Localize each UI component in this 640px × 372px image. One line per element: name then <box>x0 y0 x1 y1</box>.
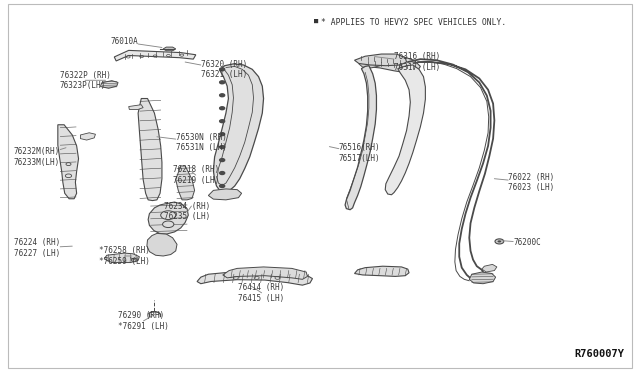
Circle shape <box>220 107 225 110</box>
Circle shape <box>220 133 225 136</box>
Polygon shape <box>163 47 176 51</box>
Polygon shape <box>104 253 140 263</box>
Circle shape <box>220 120 225 123</box>
Text: 76530N (RH)
76531N (LH): 76530N (RH) 76531N (LH) <box>157 132 227 152</box>
Polygon shape <box>138 99 162 201</box>
Circle shape <box>163 221 174 228</box>
Circle shape <box>220 185 225 187</box>
Polygon shape <box>355 266 409 276</box>
Polygon shape <box>147 233 177 256</box>
Polygon shape <box>100 81 118 88</box>
Circle shape <box>161 211 176 219</box>
Circle shape <box>220 158 225 161</box>
Circle shape <box>220 81 225 84</box>
Polygon shape <box>115 50 196 61</box>
Polygon shape <box>197 270 312 285</box>
Polygon shape <box>58 125 79 199</box>
Circle shape <box>220 171 225 174</box>
Polygon shape <box>132 258 137 262</box>
Circle shape <box>220 146 225 148</box>
Polygon shape <box>81 133 95 140</box>
Polygon shape <box>345 66 376 210</box>
Polygon shape <box>482 264 497 272</box>
Text: 76022 (RH)
76023 (LH): 76022 (RH) 76023 (LH) <box>494 173 554 192</box>
Polygon shape <box>223 267 307 279</box>
Text: * APPLIES TO HEVY2 SPEC VEHICLES ONLY.: * APPLIES TO HEVY2 SPEC VEHICLES ONLY. <box>321 18 506 27</box>
Circle shape <box>220 94 225 97</box>
Text: 76414 (RH)
76415 (LH): 76414 (RH) 76415 (LH) <box>239 283 285 302</box>
Polygon shape <box>129 105 143 109</box>
Polygon shape <box>148 202 188 234</box>
Polygon shape <box>361 57 420 73</box>
Text: 76320 (RH)
76321 (LH): 76320 (RH) 76321 (LH) <box>185 60 247 79</box>
Text: ■: ■ <box>314 18 318 24</box>
Polygon shape <box>355 54 406 66</box>
Text: 76322P (RH)
76323P(LH): 76322P (RH) 76323P(LH) <box>60 71 111 90</box>
Text: 76234 (RH)
76235 (LH): 76234 (RH) 76235 (LH) <box>164 202 211 221</box>
Text: 76218 (RH)
76219 (LH): 76218 (RH) 76219 (LH) <box>173 166 219 185</box>
Text: R760007Y: R760007Y <box>574 349 624 359</box>
Text: 76224 (RH)
76227 (LH): 76224 (RH) 76227 (LH) <box>14 238 72 258</box>
Polygon shape <box>469 272 495 284</box>
Polygon shape <box>213 64 264 192</box>
Text: 76290 (RH)
*76291 (LH): 76290 (RH) *76291 (LH) <box>118 311 169 331</box>
Text: 76232M(RH)
76233M(LH): 76232M(RH) 76233M(LH) <box>14 147 66 167</box>
Text: 76316 (RH)
76317 (LH): 76316 (RH) 76317 (LH) <box>374 52 440 72</box>
Text: 76200C: 76200C <box>502 238 541 247</box>
Text: 76010A: 76010A <box>110 38 162 48</box>
Polygon shape <box>385 65 426 195</box>
Circle shape <box>497 240 501 243</box>
Circle shape <box>495 239 504 244</box>
Polygon shape <box>359 61 380 68</box>
Polygon shape <box>176 166 195 200</box>
Circle shape <box>220 68 225 71</box>
Polygon shape <box>209 189 242 200</box>
Text: *76258 (RH)
*76259 (LH): *76258 (RH) *76259 (LH) <box>99 246 150 266</box>
Text: 76516(RH)
76517(LH): 76516(RH) 76517(LH) <box>330 144 380 163</box>
